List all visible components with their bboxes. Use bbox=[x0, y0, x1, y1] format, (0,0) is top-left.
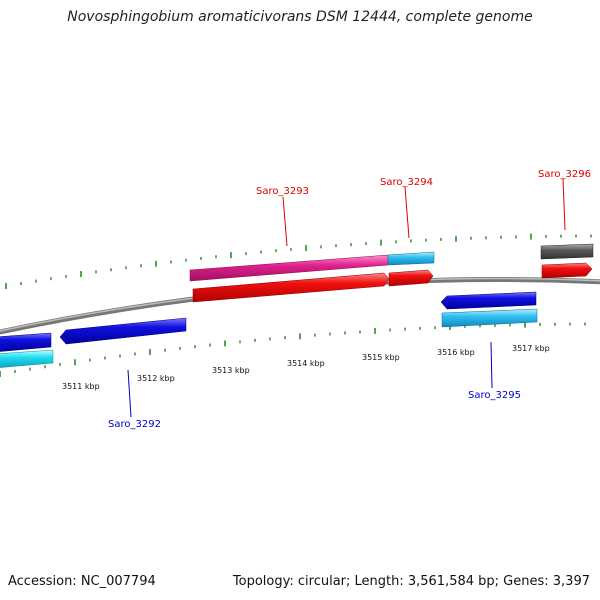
genome-summary-text: Topology: circular; Length: 3,561,584 bp… bbox=[232, 574, 590, 589]
gene-label-saro-3295[interactable]: Saro_3295 bbox=[468, 390, 521, 401]
saro-3295-leader bbox=[490, 341, 493, 389]
gene-saro-3296-feature[interactable] bbox=[540, 243, 594, 260]
genome-title: Novosphingobium aromaticivorans DSM 1244… bbox=[67, 9, 533, 25]
tick-label-3512: 3512 kbp bbox=[137, 374, 175, 383]
gene-left-reverse-cds[interactable] bbox=[0, 332, 52, 352]
gene-left-reverse-feature[interactable] bbox=[0, 349, 54, 368]
saro-3292-leader bbox=[127, 369, 132, 418]
gene-label-saro-3293[interactable]: Saro_3293 bbox=[256, 186, 309, 197]
gene-saro-3293-cds[interactable] bbox=[192, 272, 390, 303]
saro-3296-leader bbox=[562, 178, 566, 231]
tick-label-3513: 3513 kbp bbox=[212, 366, 250, 375]
gene-saro-3295-cds[interactable] bbox=[440, 291, 537, 310]
reverse-tick-row bbox=[0, 321, 586, 377]
tick-label-3516: 3516 kbp bbox=[437, 348, 475, 357]
gene-label-saro-3294[interactable]: Saro_3294 bbox=[380, 177, 433, 188]
gene-saro-3295-feature[interactable] bbox=[441, 308, 538, 328]
saro-3293-leader bbox=[282, 196, 288, 247]
gene-saro-3294-feature[interactable] bbox=[387, 251, 435, 266]
tick-label-3515: 3515 kbp bbox=[362, 353, 400, 362]
tick-label-3514: 3514 kbp bbox=[287, 359, 325, 368]
accession-text: Accession: NC_007794 bbox=[8, 574, 156, 589]
gene-saro-3294-cds[interactable] bbox=[388, 269, 434, 287]
tick-label-3517: 3517 kbp bbox=[512, 344, 550, 353]
gene-label-saro-3296[interactable]: Saro_3296 bbox=[538, 169, 591, 180]
gene-saro-3296-cds[interactable] bbox=[541, 262, 593, 279]
saro-3294-leader bbox=[404, 186, 410, 239]
tick-label-3511: 3511 kbp bbox=[62, 382, 100, 391]
gene-saro-3292-cds[interactable] bbox=[59, 317, 187, 345]
gene-label-saro-3292[interactable]: Saro_3292 bbox=[108, 419, 161, 430]
forward-tick-row bbox=[5, 233, 592, 289]
